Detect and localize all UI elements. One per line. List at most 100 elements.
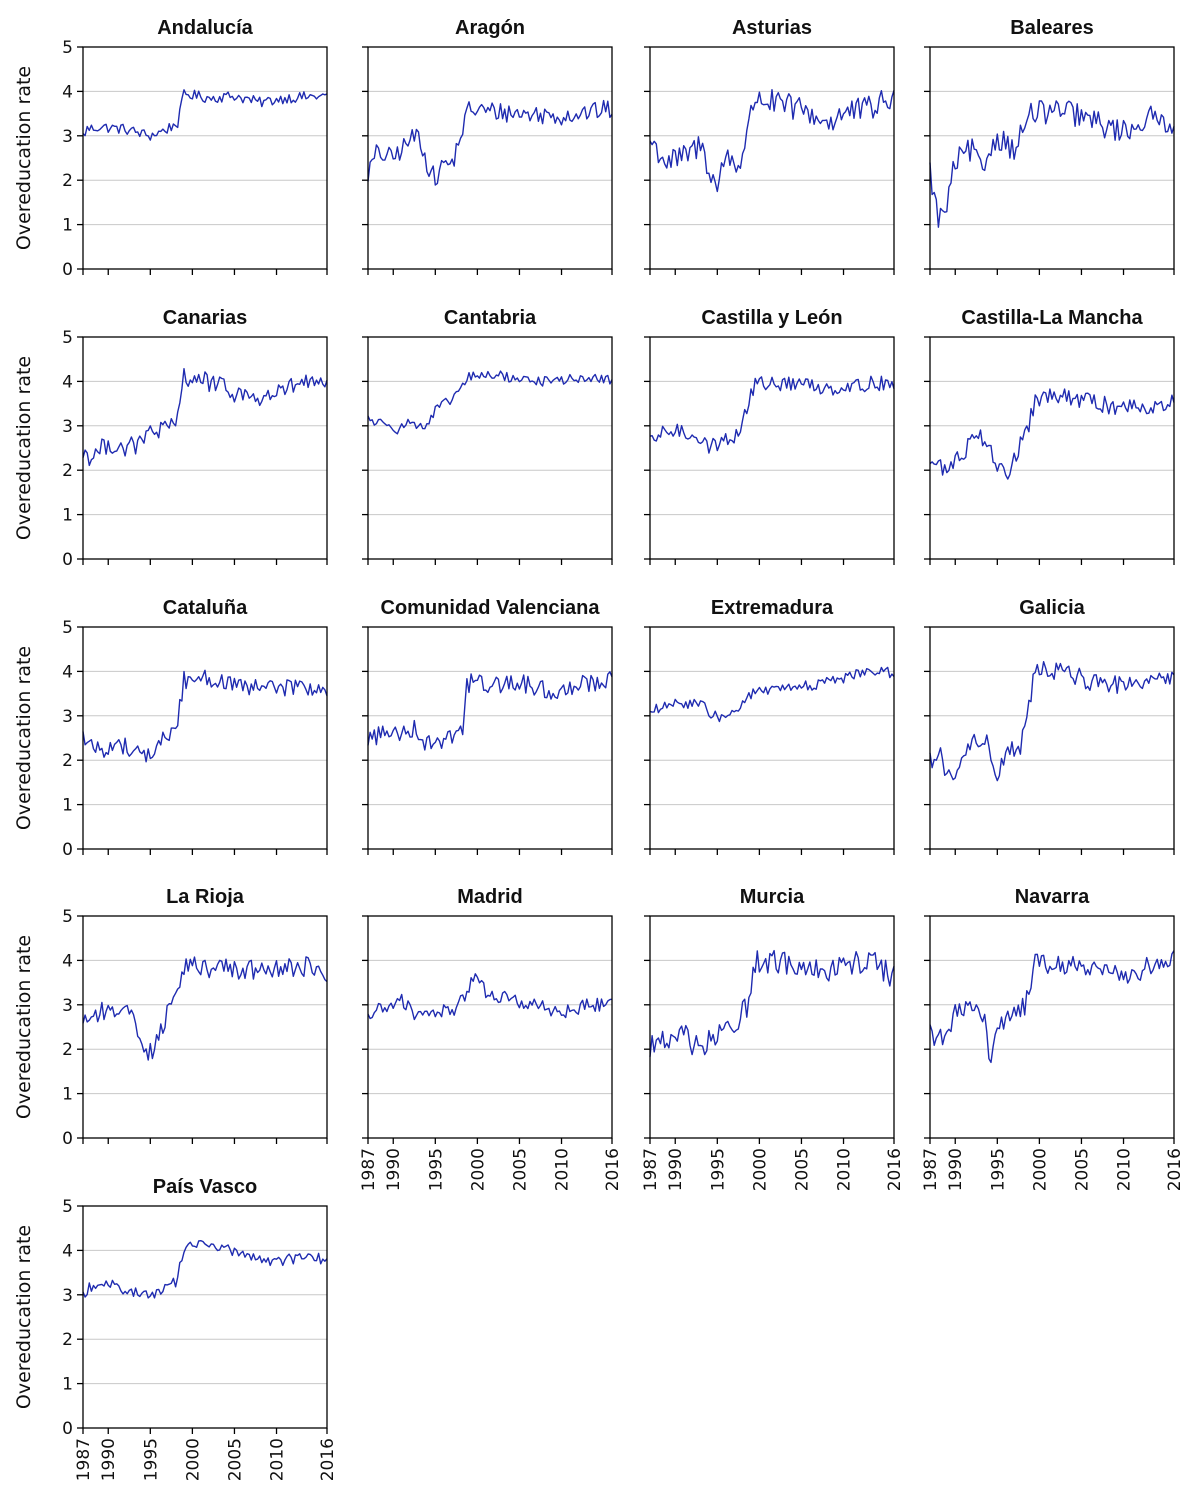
y-axis-label: Overeducation rate — [13, 935, 35, 1119]
series-line — [649, 666, 895, 723]
y-tick-label: 3 — [62, 127, 73, 147]
x-tick-label: 2005 — [225, 1438, 245, 1481]
x-tick-label: 1995 — [141, 1438, 161, 1481]
x-tick-label: 1987 — [74, 1438, 94, 1481]
x-tick-label: 1990 — [666, 1148, 686, 1191]
plot-frame — [82, 915, 328, 1139]
y-axis-label: Overeducation rate — [13, 1225, 35, 1409]
x-tick-label: 2005 — [510, 1148, 530, 1191]
plot-frame — [367, 915, 613, 1139]
y-tick-label: 5 — [62, 618, 73, 638]
plot-frame — [929, 336, 1175, 560]
x-tick-label: 2016 — [1165, 1148, 1185, 1191]
plot-frame — [82, 1205, 328, 1429]
panel-arag-n: Aragón — [362, 17, 613, 275]
series-line — [367, 99, 613, 186]
panel-canarias: Canarias 0 1 2 3 4 5 Overeducation rate — [13, 307, 328, 570]
plot-frame — [82, 46, 328, 270]
y-tick-label: 1 — [62, 1085, 73, 1105]
x-tick-label: 1995 — [708, 1148, 728, 1191]
x-tick-label: 1995 — [426, 1148, 446, 1191]
panel-navarra: Navarra 1987 1990 1995 2000 2005 2010 2016 — [921, 886, 1185, 1191]
x-tick-label: 1987 — [641, 1148, 661, 1191]
plot-frame — [649, 626, 895, 850]
y-tick-label: 2 — [62, 1040, 73, 1060]
x-tick-label: 1990 — [946, 1148, 966, 1191]
y-tick-label: 4 — [62, 372, 73, 392]
x-tick-label: 1990 — [99, 1438, 119, 1481]
x-tick-label: 2016 — [603, 1148, 623, 1191]
series-line — [649, 949, 895, 1057]
panel-title: Navarra — [1015, 886, 1090, 908]
series-line — [82, 956, 328, 1061]
panel-baleares: Baleares — [924, 17, 1175, 275]
y-axis-label: Overeducation rate — [13, 66, 35, 250]
series-line — [929, 661, 1175, 782]
panel-title: Cantabria — [444, 307, 537, 329]
x-tick-label: 2005 — [1072, 1148, 1092, 1191]
panel-title: Madrid — [457, 886, 523, 908]
plot-frame — [929, 915, 1175, 1139]
series-line — [367, 671, 613, 751]
y-tick-label: 2 — [62, 751, 73, 771]
plot-frame — [367, 46, 613, 270]
x-tick-label: 1990 — [384, 1148, 404, 1191]
panel-title: País Vasco — [153, 1176, 258, 1198]
panel-galicia: Galicia — [924, 597, 1175, 855]
series-line — [649, 375, 895, 454]
series-line — [82, 89, 328, 141]
x-tick-label: 2010 — [835, 1148, 855, 1191]
plot-frame — [649, 46, 895, 270]
y-tick-label: 3 — [62, 417, 73, 437]
y-tick-label: 0 — [62, 840, 73, 860]
y-tick-label: 4 — [62, 951, 73, 971]
series-line — [82, 1239, 328, 1299]
y-tick-label: 0 — [62, 1129, 73, 1149]
series-line — [929, 100, 1175, 228]
y-tick-label: 4 — [62, 82, 73, 102]
y-tick-label: 3 — [62, 707, 73, 727]
y-tick-label: 1 — [62, 506, 73, 526]
y-tick-label: 1 — [62, 216, 73, 236]
y-tick-label: 3 — [62, 1286, 73, 1306]
panel-title: Aragón — [455, 17, 525, 39]
y-tick-label: 4 — [62, 662, 73, 682]
x-tick-label: 2005 — [792, 1148, 812, 1191]
series-line — [367, 370, 613, 435]
x-tick-label: 2016 — [318, 1438, 338, 1481]
plot-frame — [367, 626, 613, 850]
x-tick-label: 2000 — [468, 1148, 488, 1191]
panel-castilla-y-le-n: Castilla y León — [644, 307, 895, 565]
y-tick-label: 5 — [62, 1197, 73, 1217]
x-tick-label: 2000 — [183, 1438, 203, 1481]
x-tick-label: 1987 — [921, 1148, 941, 1191]
panel-andaluc-a: Andalucía 0 1 2 3 4 5 Overeducation rate — [13, 17, 328, 280]
y-tick-label: 2 — [62, 1330, 73, 1350]
y-tick-label: 1 — [62, 1375, 73, 1395]
panel-castilla-la-mancha: Castilla-La Mancha — [924, 307, 1175, 565]
plot-frame — [82, 336, 328, 560]
plot-frame — [82, 626, 328, 850]
panel-title: Murcia — [740, 886, 805, 908]
panel-comunidad-valenciana: Comunidad Valenciana — [362, 597, 613, 855]
y-tick-label: 4 — [62, 1241, 73, 1261]
panel-title: La Rioja — [166, 886, 245, 908]
plot-frame — [929, 626, 1175, 850]
x-tick-label: 1987 — [359, 1148, 379, 1191]
y-tick-label: 0 — [62, 550, 73, 570]
panel-title: Extremadura — [711, 597, 834, 619]
series-line — [929, 388, 1175, 480]
panel-title: Castilla-La Mancha — [961, 307, 1143, 329]
panel-murcia: Murcia 1987 1990 1995 2000 2005 2010 2016 — [641, 886, 905, 1191]
panel-catalu-a: Cataluña 0 1 2 3 4 5 Overeducation rate — [13, 597, 328, 860]
panel-title: Castilla y León — [701, 307, 842, 329]
y-tick-label: 5 — [62, 38, 73, 58]
plot-frame — [367, 336, 613, 560]
panel-title: Baleares — [1010, 17, 1093, 39]
x-tick-label: 2010 — [268, 1438, 288, 1481]
x-tick-label: 2000 — [750, 1148, 770, 1191]
panel-title: Cataluña — [163, 597, 248, 619]
x-tick-label: 2000 — [1030, 1148, 1050, 1191]
y-tick-label: 0 — [62, 1419, 73, 1439]
y-tick-label: 3 — [62, 996, 73, 1016]
